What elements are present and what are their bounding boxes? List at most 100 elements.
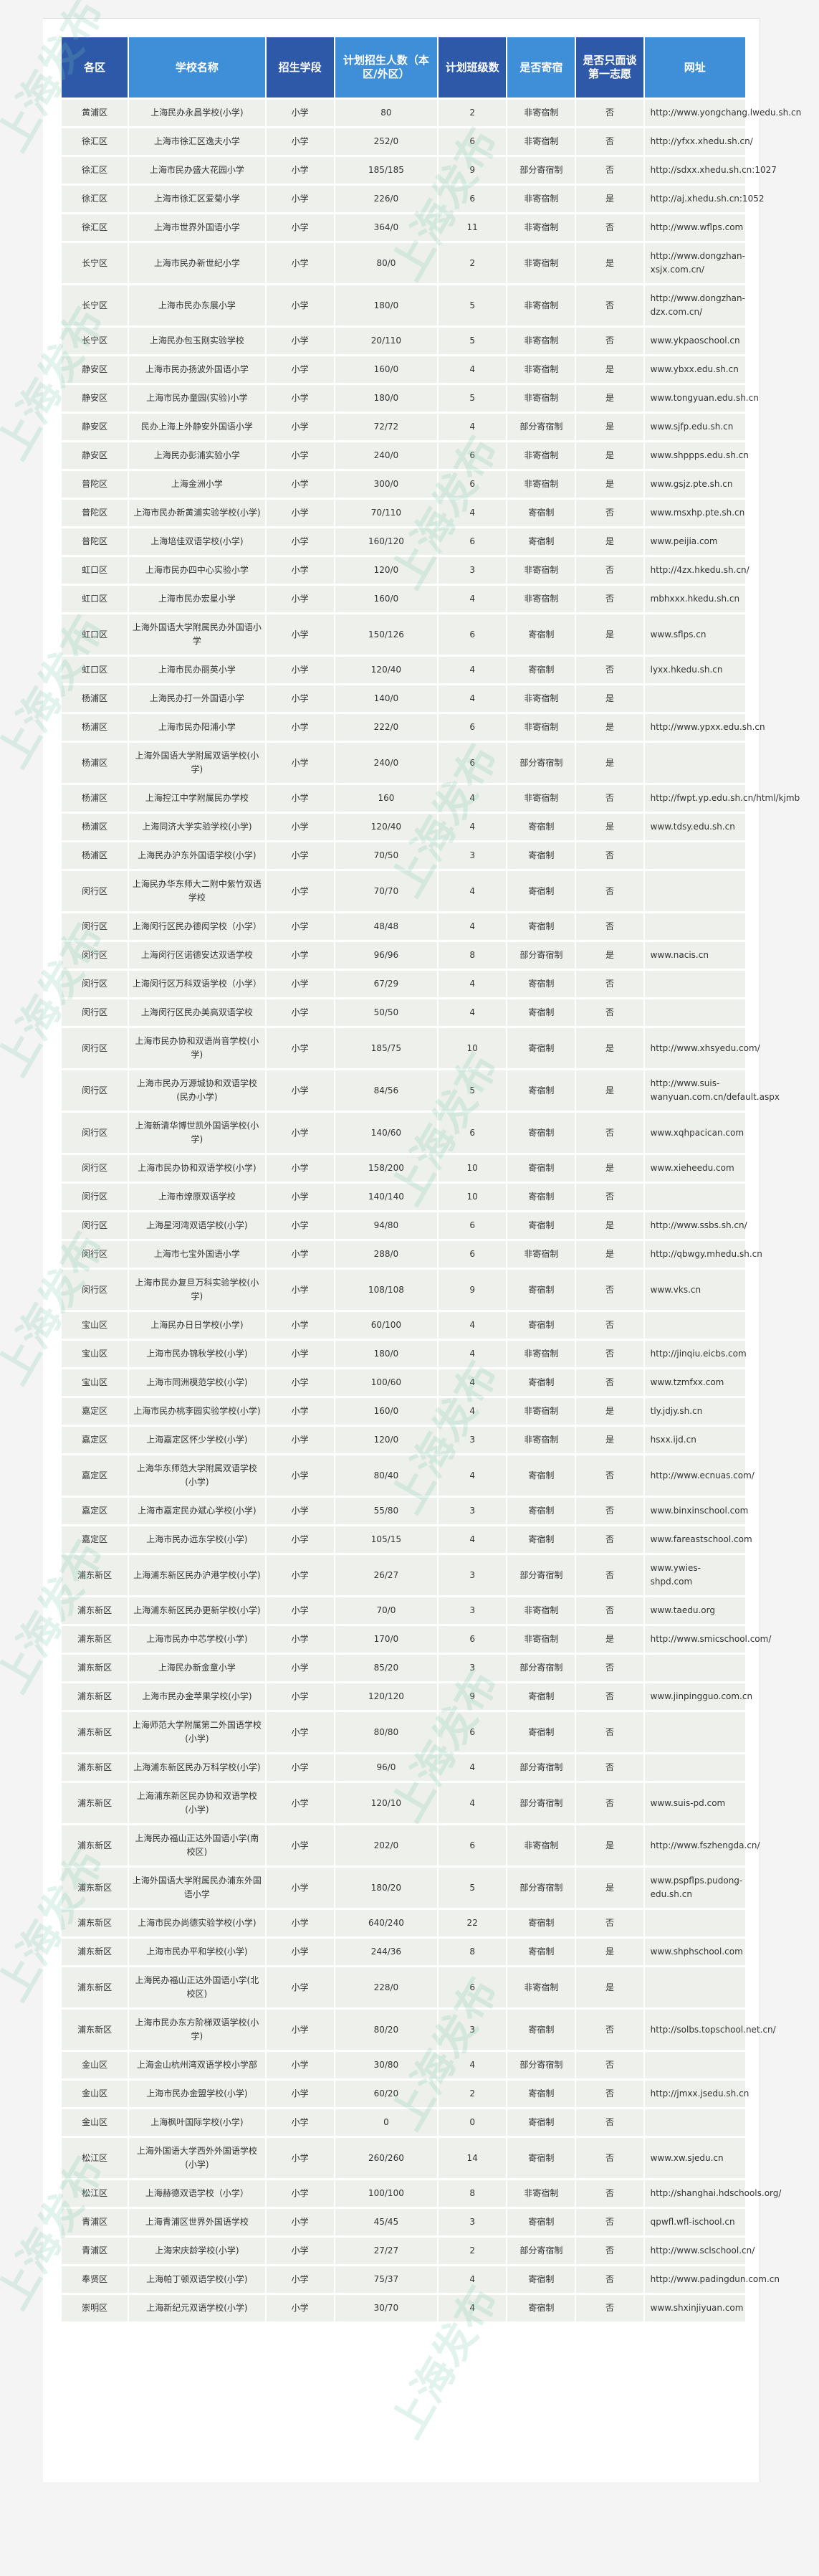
cell-first-choice-only: 是 [576, 243, 643, 283]
cell-website[interactable]: http://qbwgy.mhedu.sh.cn [644, 1241, 762, 1268]
cell-first-choice-only: 否 [576, 2109, 643, 2136]
cell-first-choice-only: 否 [576, 2010, 643, 2050]
cell-planned-classes: 2 [439, 100, 507, 126]
cell-first-choice-only: 否 [576, 842, 643, 869]
cell-website[interactable]: http://www.wflps.com [644, 214, 745, 241]
cell-website[interactable]: www.taedu.org [644, 1597, 745, 1624]
cell-website[interactable]: www.tzmfxx.com [644, 1369, 745, 1396]
cell-boarding: 寄宿制 [507, 1212, 575, 1239]
table-row: 虹口区 上海市民办丽英小学 小学 120/40 4 寄宿制否 lyxx.hkedu.sh.c… [62, 657, 745, 683]
cell-website[interactable]: lyxx.hkedu.sh.cn [644, 657, 745, 683]
cell-website[interactable]: www.vks.cn [644, 1270, 745, 1310]
cell-boarding: 非寄宿制 [507, 1241, 575, 1268]
cell-planned-classes: 4 [439, 913, 507, 940]
cell-website[interactable]: www.shxinjiyuan.com [644, 2295, 745, 2321]
cell-website [644, 1967, 745, 2007]
cell-stage: 小学 [266, 913, 334, 940]
cell-first-choice-only: 否 [576, 557, 643, 584]
cell-website[interactable]: www.msxhp.pte.sh.cn [644, 500, 745, 526]
cell-stage: 小学 [266, 1427, 334, 1453]
cell-website[interactable]: www.shphschool.com [644, 1939, 745, 1965]
cell-district: 虹口区 [62, 586, 128, 612]
cell-district: 青浦区 [62, 2209, 128, 2235]
cell-website[interactable]: www.xqhpacican.com [644, 1113, 745, 1153]
cell-website[interactable]: http://www.fszhengda.cn/ [644, 1825, 760, 1866]
cell-planned-enrollment: 96/96 [335, 942, 438, 969]
cell-website[interactable]: www.nacis.cn [644, 942, 745, 969]
cell-website[interactable]: http://sdxx.xhedu.sh.cn:1027 [644, 157, 777, 184]
cell-website[interactable]: www.ywies-shpd.com [644, 1555, 745, 1595]
article-card: 各区 学校名称 招生学段 计划招生人数（本区/外区） 计划班级数 是否寄宿 是否… [43, 18, 801, 2482]
cell-website[interactable]: www.suis-pd.com [644, 1783, 745, 1823]
cell-planned-enrollment: 240/0 [335, 442, 438, 469]
table-row: 闵行区 上海新清华博世凯外国语学校(小学) 小学 140/60 6 寄宿制否 www.xqh… [62, 1113, 745, 1153]
table-row: 嘉定区 上海市民办桃李园实验学校(小学) 小学 160/0 4 非寄宿制是 tly.jdjy… [62, 1398, 745, 1425]
cell-website[interactable]: www.shppps.edu.sh.cn [644, 442, 749, 469]
cell-website[interactable]: http://4zx.hkedu.sh.cn/ [644, 557, 749, 584]
cell-website[interactable]: http://www.ypxx.edu.sh.cn [644, 714, 765, 741]
cell-website[interactable]: www.fareastschool.com [644, 1526, 752, 1553]
cell-website[interactable]: http://shanghai.hdschools.org/ [644, 2180, 781, 2207]
table-row: 浦东新区 上海外国语大学附属民办浦东外国语小学 小学 180/20 5 部分寄宿制是 www… [62, 1868, 745, 1908]
cell-website[interactable]: http://solbs.topschool.net.cn/ [644, 2010, 776, 2050]
cell-website[interactable]: tly.jdjy.sh.cn [644, 1398, 745, 1425]
cell-website[interactable]: www.jinpingguo.com.cn [644, 1683, 752, 1710]
cell-planned-classes: 8 [439, 2180, 507, 2207]
cell-school-name: 上海师范大学附属第二外国语学校(小学) [129, 1712, 265, 1752]
cell-boarding: 非寄宿制 [507, 471, 575, 498]
cell-website[interactable]: www.peijia.com [644, 528, 745, 555]
cell-website[interactable]: hsxx.ijd.cn [644, 1427, 745, 1453]
cell-district: 静安区 [62, 385, 128, 412]
cell-first-choice-only: 否 [576, 1910, 643, 1936]
cell-website[interactable]: http://www.sclschool.cn/ [644, 2238, 755, 2264]
cell-website[interactable]: http://fwpt.yp.edu.sh.cn/html/kjmb [644, 785, 800, 812]
cell-website[interactable]: http://www.xhsyedu.com/ [644, 1028, 760, 1068]
cell-website[interactable]: www.tdsy.edu.sh.cn [644, 814, 745, 840]
cell-planned-classes: 6 [439, 1712, 507, 1752]
cell-website[interactable]: www.gsjz.pte.sh.cn [644, 471, 745, 498]
cell-website[interactable]: http://www.dongzhan-dzx.com.cn/ [644, 285, 745, 325]
cell-website[interactable]: http://www.ssbs.sh.cn/ [644, 1212, 747, 1239]
cell-website[interactable]: http://jmxx.jsedu.sh.cn [644, 2081, 749, 2107]
table-row: 虹口区 上海外国语大学附属民办外国语小学 小学 150/126 6 寄宿制是 www.sfl… [62, 614, 745, 655]
cell-stage: 小学 [266, 1555, 334, 1595]
table-row: 浦东新区 上海师范大学附属第二外国语学校(小学) 小学 80/80 6 寄宿制否 [62, 1712, 745, 1752]
cell-website[interactable]: www.xw.sjedu.cn [644, 2138, 745, 2178]
cell-planned-enrollment: 640/240 [335, 1910, 438, 1936]
cell-website[interactable]: www.xieheedu.com [644, 1155, 745, 1182]
cell-website[interactable]: www.sjfp.edu.sh.cn [644, 414, 745, 440]
cell-website[interactable]: http://www.smicschool.com/ [644, 1626, 771, 1653]
cell-website[interactable]: http://www.dongzhan-xsjx.com.cn/ [644, 243, 745, 283]
cell-planned-classes: 3 [439, 842, 507, 869]
cell-stage: 小学 [266, 2081, 334, 2107]
cell-planned-enrollment: 70/110 [335, 500, 438, 526]
cell-website[interactable]: http://aj.xhedu.sh.cn:1052 [644, 186, 764, 212]
cell-website[interactable]: www.binxinschool.com [644, 1498, 748, 1524]
cell-district: 浦东新区 [62, 1712, 128, 1752]
header-website: 网址 [644, 37, 745, 98]
cell-planned-enrollment: 45/45 [335, 2209, 438, 2235]
cell-website[interactable]: http://www.padingdun.com.cn [644, 2266, 780, 2293]
cell-website[interactable]: www.ybxx.edu.sh.cn [644, 356, 745, 383]
cell-website[interactable]: www.tongyuan.edu.sh.cn [644, 385, 759, 412]
cell-first-choice-only: 是 [576, 1398, 643, 1425]
table-row: 奉贤区 上海帕丁顿双语学校(小学) 小学 75/37 4 寄宿制否 http://www.p… [62, 2266, 780, 2293]
cell-stage: 小学 [266, 2209, 334, 2235]
cell-website[interactable]: mbhxxx.hkedu.sh.cn [644, 586, 745, 612]
cell-school-name: 上海市民办中芯学校(小学) [129, 1626, 265, 1653]
cell-website[interactable]: www.sflps.cn [644, 614, 745, 655]
cell-boarding: 非寄宿制 [507, 586, 575, 612]
cell-website[interactable]: http://www.ecnuas.com/ [644, 1455, 755, 1496]
table-row: 金山区 上海枫叶国际学校(小学) 小学 0 0 寄宿制否 [62, 2109, 745, 2136]
cell-website[interactable]: qpwfl.wfl-ischool.cn [644, 2209, 745, 2235]
cell-stage: 小学 [266, 2295, 334, 2321]
cell-website[interactable]: http://www.yongchang.lwedu.sh.cn [644, 100, 801, 126]
cell-website[interactable]: http://jinqiu.eicbs.com [644, 1341, 747, 1367]
cell-website[interactable]: www.ykpaoschool.cn [644, 328, 745, 354]
cell-school-name: 上海民办打一外国语小学 [129, 685, 265, 712]
table-row: 闵行区 上海民办华东师大二附中紫竹双语学校 小学 70/70 4 寄宿制否 [62, 871, 745, 911]
cell-website[interactable]: www.pspflps.pudong-edu.sh.cn [644, 1868, 745, 1908]
cell-website[interactable]: http://yfxx.xhedu.sh.cn/ [644, 128, 753, 155]
cell-stage: 小学 [266, 157, 334, 184]
cell-website[interactable]: http://www.suis-wanyuan.com.cn/default.a… [644, 1070, 780, 1111]
